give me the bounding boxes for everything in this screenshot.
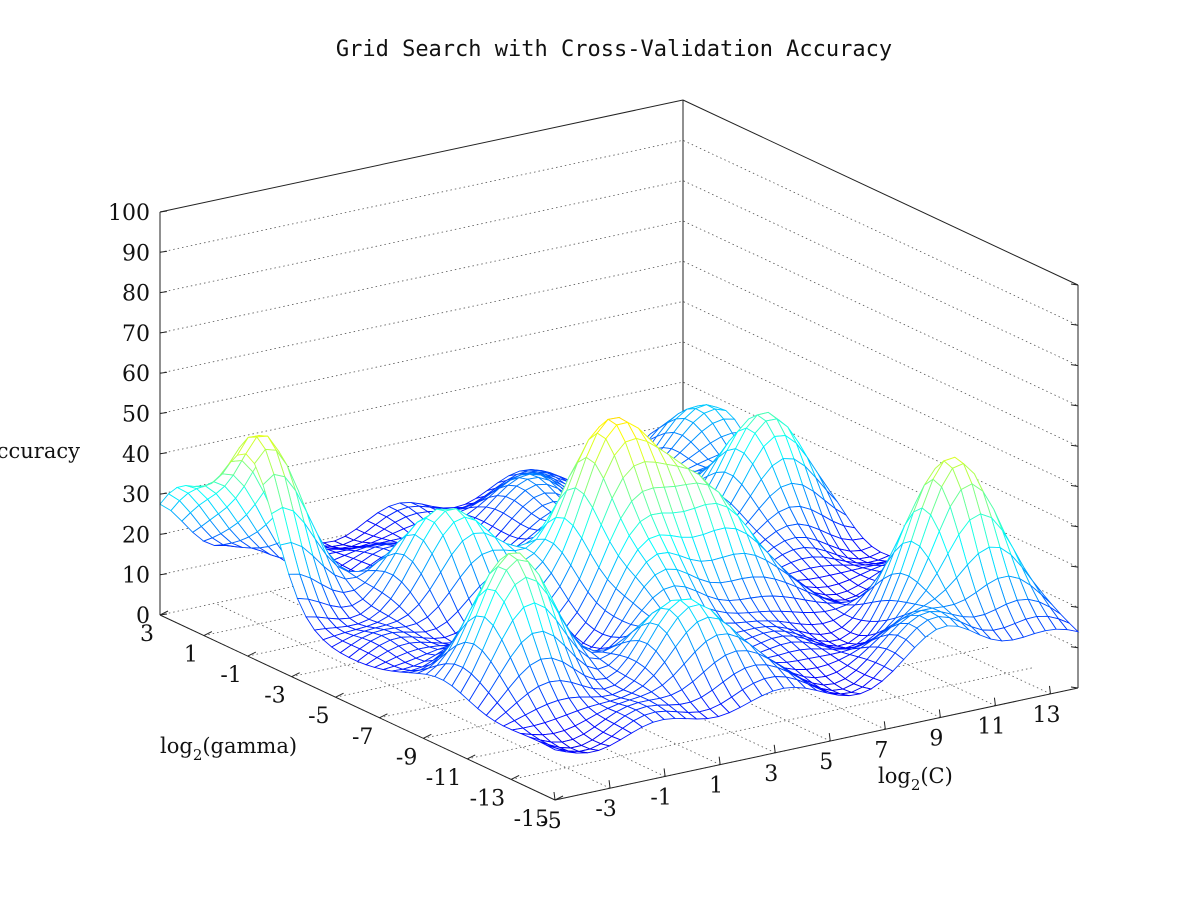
z-tick-mark: [159, 573, 168, 576]
z-axis-label: Accuracy: [0, 439, 80, 463]
z-tick-mark: [1070, 283, 1079, 286]
y-tick-mark: [423, 733, 432, 739]
x-tick-mark: [883, 721, 886, 730]
y-tick-mark: [379, 713, 388, 719]
x-tick-mark: [608, 780, 611, 789]
x-tick-mark: [553, 791, 556, 801]
x-tick-label: 13: [1032, 703, 1060, 728]
z-tick-mark: [1070, 646, 1079, 649]
z-tick-mark: [1070, 485, 1079, 487]
y-tick-label: 1: [184, 643, 198, 668]
z-tick-label: 60: [122, 362, 150, 387]
x-tick-label: 11: [977, 715, 1005, 740]
z-tick-mark: [1070, 444, 1079, 447]
y-tick-mark: [159, 610, 169, 616]
z-tick-mark: [1070, 323, 1079, 326]
y-tick-mark: [247, 651, 257, 657]
z-tick-label: 0: [136, 604, 150, 629]
z-tick-mark: [159, 210, 168, 213]
z-tick-mark: [1070, 605, 1079, 608]
x-tick-label: -1: [650, 785, 671, 810]
y-tick-label: -13: [470, 786, 505, 811]
z-tick-label: 40: [122, 443, 150, 468]
x-axis-label-subscript: 2: [911, 776, 921, 794]
z-tick-label: 50: [122, 403, 150, 428]
y-tick-label: -5: [308, 704, 329, 729]
z-tick-label: 10: [122, 564, 150, 589]
x-axis-label-base: log: [878, 764, 911, 788]
x-tick-mark: [663, 768, 666, 777]
z-tick-mark: [159, 331, 168, 334]
y-tick-label: -15: [514, 807, 549, 832]
y-tick-mark: [554, 795, 564, 801]
chart-title: Grid Search with Cross-Validation Accura…: [336, 37, 892, 62]
z-tick-mark: [159, 291, 168, 294]
x-tick-label: 5: [819, 750, 833, 775]
x-tick-mark: [938, 709, 941, 718]
y-tick-mark: [203, 631, 213, 637]
x-axis-ticks: -5 -3 -1 1 3 5 7 9 11 13: [540, 685, 1060, 834]
z-tick-mark: [1070, 525, 1079, 528]
z-tick-label: 20: [122, 523, 150, 548]
y-tick-mark: [291, 672, 300, 678]
y-tick-label: -1: [220, 663, 241, 688]
z-tick-mark: [1070, 364, 1079, 367]
x-tick-label: 3: [764, 762, 778, 787]
z-tick-label: 80: [122, 282, 150, 307]
z-tick-mark: [159, 250, 168, 253]
x-tick-label: 9: [929, 726, 943, 751]
x-tick-label: 1: [709, 774, 723, 799]
x-tick-mark: [1048, 685, 1051, 694]
z-tick-label: 90: [122, 241, 150, 266]
y-tick-mark: [510, 774, 520, 780]
y-axis-ticks: 3 1 -1 -3 -5 -7 -9 -11 -13 -15: [140, 610, 564, 832]
z-tick-mark: [159, 532, 168, 535]
x-tick-mark: [718, 756, 721, 765]
y-tick-mark: [335, 692, 344, 698]
y-axis-label: log2(gamma): [160, 734, 297, 764]
y-tick-mark: [466, 754, 476, 760]
x-axis-label-rest: (C): [920, 764, 952, 788]
z-tick-mark: [159, 371, 168, 374]
z-tick-label: 70: [122, 322, 150, 347]
surface-patch: [546, 744, 567, 753]
x-tick-mark: [773, 744, 776, 753]
y-tick-label: -7: [352, 725, 373, 750]
z-tick-label: 30: [122, 483, 150, 508]
z-tick-mark: [159, 492, 168, 495]
z-tick-mark: [159, 412, 168, 414]
y-axis-label-base: log: [160, 734, 193, 758]
x-tick-label: -3: [595, 797, 616, 822]
z-tick-mark: [1070, 686, 1079, 689]
y-axis-label-subscript: 2: [193, 746, 203, 764]
x-axis-label: log2(C): [878, 764, 953, 794]
y-tick-label: -3: [264, 684, 285, 709]
x-tick-mark: [993, 697, 996, 706]
z-tick-label: 100: [108, 201, 150, 226]
x-tick-label: 7: [874, 738, 888, 763]
z-axis-ticks: 0 10 20 30 40 50 60 70 80 90 100: [108, 201, 1079, 689]
y-tick-label: -11: [426, 766, 461, 791]
z-tick-mark: [1070, 565, 1079, 568]
accuracy-surface: [159, 404, 1080, 754]
y-tick-label: -9: [396, 745, 417, 770]
y-tick-label: 3: [140, 622, 154, 647]
x-tick-label: -5: [540, 809, 561, 834]
z-tick-mark: [1070, 404, 1079, 407]
x-tick-mark: [828, 732, 831, 742]
z-tick-mark: [159, 452, 168, 455]
y-axis-label-rest: (gamma): [202, 734, 297, 758]
